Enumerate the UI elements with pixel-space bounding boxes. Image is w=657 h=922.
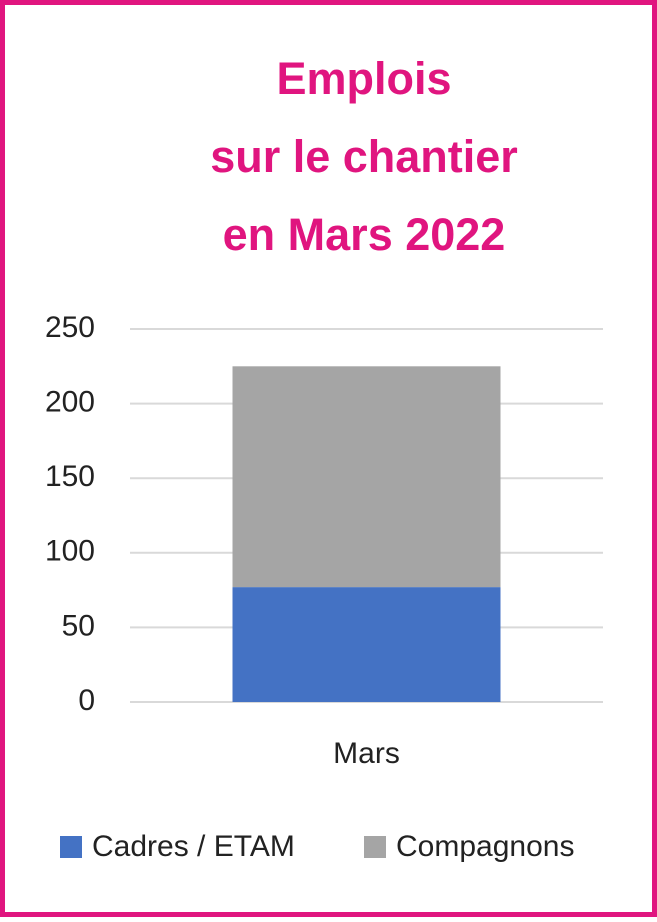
chart-title: en Mars 2022 (223, 209, 506, 260)
legend-swatch (364, 836, 386, 858)
chart-title: Emplois (276, 53, 451, 104)
x-tick-label: Mars (333, 737, 400, 770)
y-tick-label: 0 (78, 684, 95, 717)
y-tick-label: 200 (45, 386, 95, 419)
legend-swatch (60, 836, 82, 858)
chart-title: sur le chantier (210, 131, 518, 182)
y-tick-label: 50 (62, 609, 95, 642)
y-tick-label: 150 (45, 460, 95, 493)
bar-segment (232, 366, 501, 588)
bar-segment (232, 587, 501, 702)
legend-label: Compagnons (396, 830, 574, 863)
y-tick-label: 250 (45, 311, 95, 344)
y-tick-label: 100 (45, 535, 95, 568)
legend-label: Cadres / ETAM (92, 830, 295, 863)
